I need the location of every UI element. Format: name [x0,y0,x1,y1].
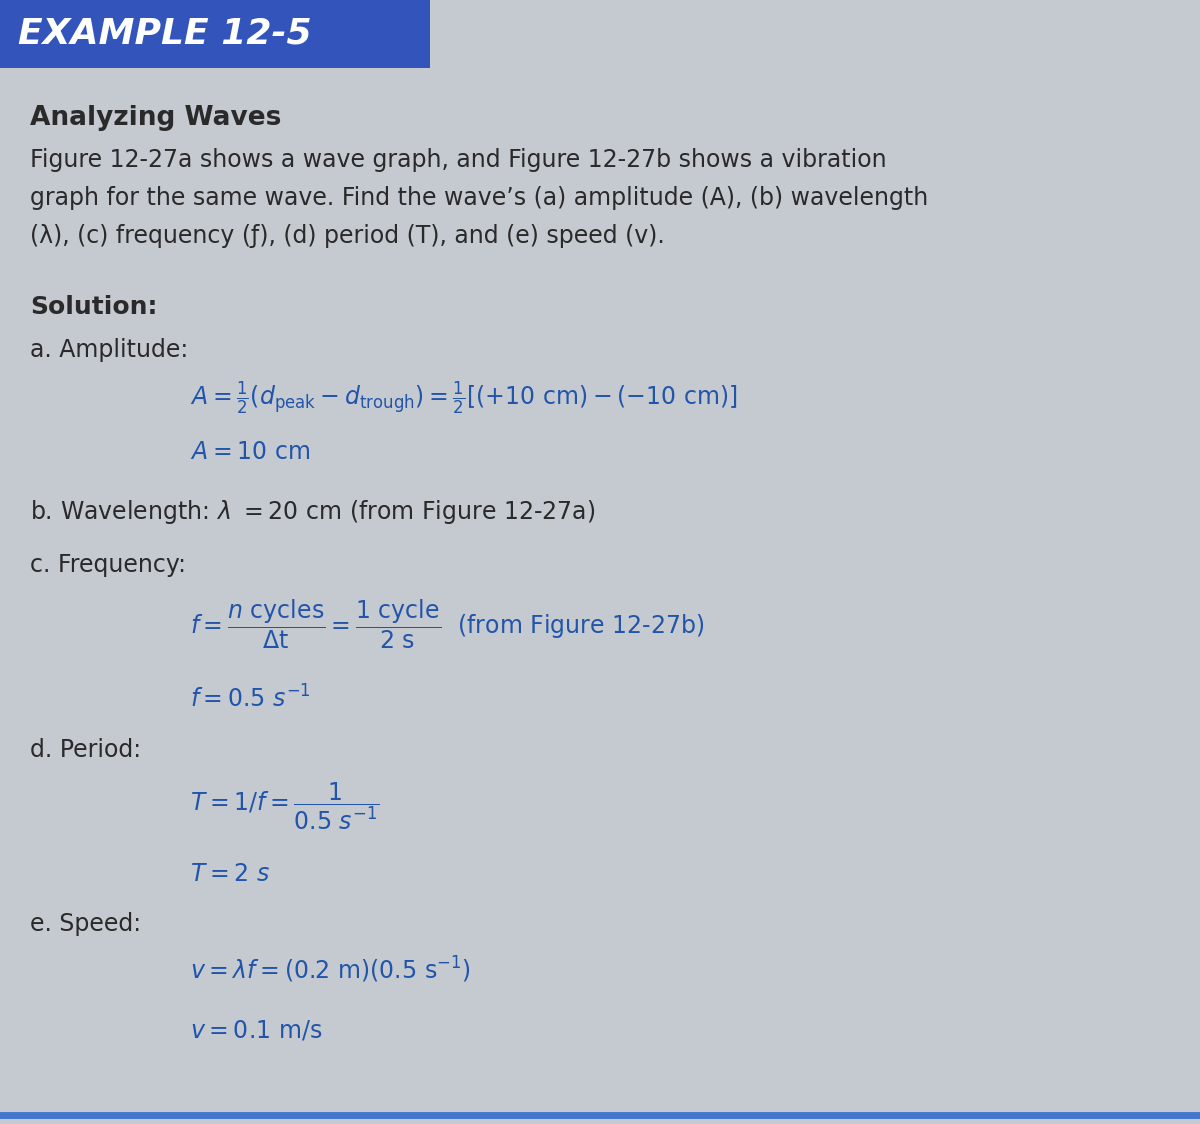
Text: Solution:: Solution: [30,294,157,319]
Text: EXAMPLE 12-5: EXAMPLE 12-5 [18,17,312,51]
Text: $f = \dfrac{n\ \rm cycles}{\Delta t} = \dfrac{1\ \rm cycle}{2\ s}\ \ \rm (from\ : $f = \dfrac{n\ \rm cycles}{\Delta t} = \… [190,598,704,652]
Text: (λ), (c) frequency (ƒ), (d) period (T), and (e) speed (v).: (λ), (c) frequency (ƒ), (d) period (T), … [30,224,665,248]
Text: graph for the same wave. Find the wave’s (a) amplitude (A), (b) wavelength: graph for the same wave. Find the wave’s… [30,185,929,210]
Text: d. Period:: d. Period: [30,738,142,762]
Text: $f = 0.5\ s^{-1}$: $f = 0.5\ s^{-1}$ [190,685,311,713]
Text: Figure 12-27a shows a wave graph, and Figure 12-27b shows a vibration: Figure 12-27a shows a wave graph, and Fi… [30,148,887,172]
Text: $v = \lambda f = (0.2\ \rm m)(0.5\ s^{-1})$: $v = \lambda f = (0.2\ \rm m)(0.5\ s^{-1… [190,955,470,986]
Text: Analyzing Waves: Analyzing Waves [30,105,281,132]
Text: $T = 2\ s$: $T = 2\ s$ [190,862,270,886]
Text: a. Amplitude:: a. Amplitude: [30,338,188,362]
FancyBboxPatch shape [0,0,430,67]
Text: $A = 10\ \rm cm$: $A = 10\ \rm cm$ [190,439,310,464]
Text: c. Frequency:: c. Frequency: [30,553,186,577]
Text: $T = 1/f = \dfrac{1}{0.5\ s^{-1}}$: $T = 1/f = \dfrac{1}{0.5\ s^{-1}}$ [190,780,379,832]
Text: b. Wavelength: $\lambda\ = 20\ \rm cm$ (from Figure 12-27a): b. Wavelength: $\lambda\ = 20\ \rm cm$ (… [30,498,595,526]
Text: e. Speed:: e. Speed: [30,912,142,936]
Text: $v = 0.1\ \rm m/s$: $v = 0.1\ \rm m/s$ [190,1018,323,1042]
Text: $A = \frac{1}{2}(d_{\rm peak} - d_{\rm trough}) = \frac{1}{2}[(+10\ \rm cm) - (-: $A = \frac{1}{2}(d_{\rm peak} - d_{\rm t… [190,380,738,417]
